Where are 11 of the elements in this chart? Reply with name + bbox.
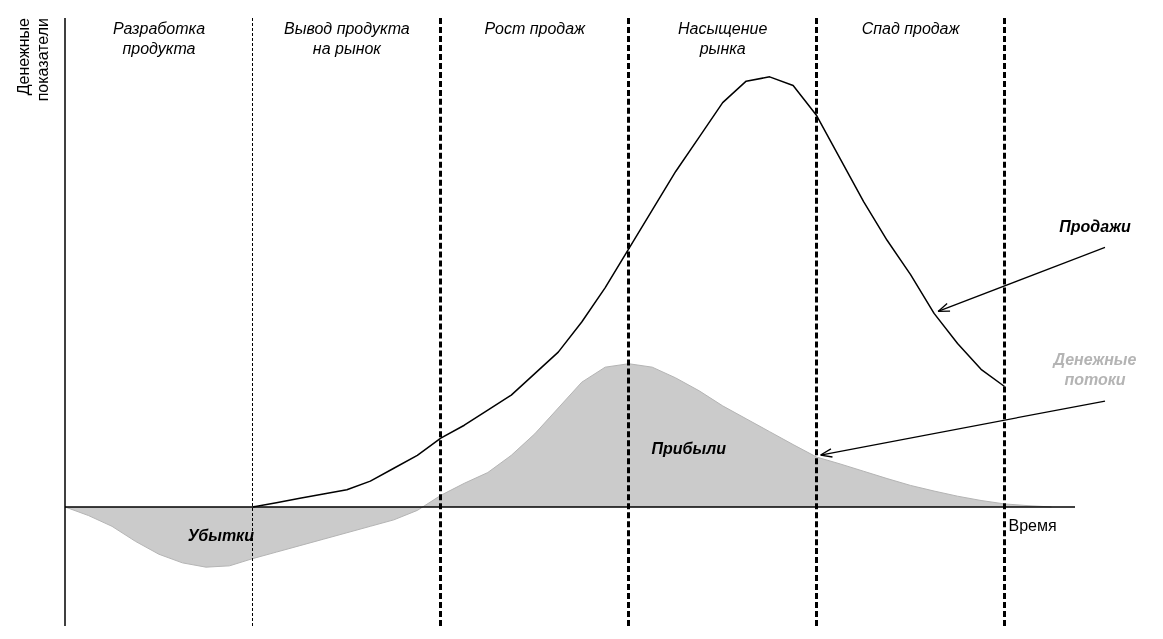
y-axis-title: Денежные показатели — [15, 17, 52, 102]
text: Рост продаж — [484, 20, 587, 38]
x-axis-title: Время — [1008, 517, 1057, 535]
text: Вывод продукта на рынок — [284, 20, 410, 58]
text: Спад продаж — [861, 20, 961, 38]
annotation: Убытки — [187, 527, 255, 545]
annotation: Прибыли — [651, 440, 727, 458]
text: Насыщение рынка — [678, 20, 768, 58]
text: Продажи — [1059, 217, 1131, 235]
text: Денежные потоки — [1051, 351, 1137, 389]
text: Разработка продукта — [112, 20, 206, 58]
